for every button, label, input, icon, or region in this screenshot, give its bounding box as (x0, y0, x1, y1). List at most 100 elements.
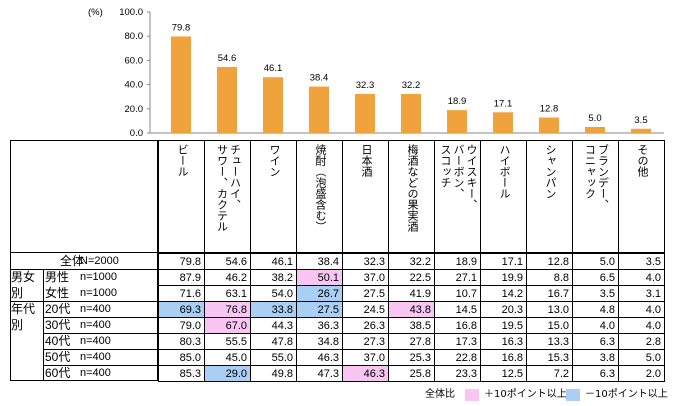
table-cell: 87.9 (158, 269, 205, 286)
row-separator (43, 317, 158, 318)
table-cell: 13.0 (526, 301, 573, 318)
table-cell: 55.5 (204, 333, 251, 350)
bar (171, 36, 191, 133)
table-cell: 46.3 (296, 349, 343, 366)
row-sample-size: N=2000 (80, 255, 119, 267)
table-cell: 45.0 (204, 349, 251, 366)
row-sample-size: n=400 (80, 335, 111, 347)
table-cell: 6.3 (572, 333, 619, 350)
table-cell: 12.8 (526, 253, 573, 270)
table-cell: 2.8 (618, 333, 665, 350)
legend-minus-swatch (566, 389, 580, 401)
y-tick-label: 100.0 (119, 7, 143, 18)
table-cell: 79.0 (158, 317, 205, 334)
legend-plus-swatch (465, 389, 479, 401)
table-cell: 27.1 (434, 269, 481, 286)
bar (631, 128, 651, 133)
table-cell: 6.3 (572, 365, 619, 382)
column-header: 梅酒などの果実酒 (388, 140, 435, 253)
table-cell: 15.3 (526, 349, 573, 366)
table-cell: 43.8 (388, 301, 435, 318)
table-cell: 16.8 (480, 349, 527, 366)
table-cell: 29.0 (204, 365, 251, 382)
table-cell: 69.3 (158, 301, 205, 318)
bar-value-label: 12.8 (540, 104, 559, 115)
table-cell: 27.5 (296, 301, 343, 318)
table-cell: 4.0 (618, 301, 665, 318)
table-cell: 16.8 (434, 317, 481, 334)
row-sample-size: n=1000 (80, 287, 118, 299)
table-cell: 80.3 (158, 333, 205, 350)
y-tick-label: 0.0 (130, 128, 143, 139)
table-cell: 22.8 (434, 349, 481, 366)
legend-plus-label: ＋10ポイント以上 (484, 389, 567, 400)
header-corner (10, 140, 158, 253)
table-cell: 19.5 (480, 317, 527, 334)
bar (585, 126, 605, 133)
column-header: チューハイ、 サワー、カクテル (204, 140, 251, 253)
row-sample-size: n=400 (80, 319, 111, 331)
table-cell: 26.3 (342, 317, 389, 334)
bar-value-label: 54.6 (218, 53, 237, 64)
table-cell: 4.0 (618, 269, 665, 286)
table-cell: 4.8 (572, 301, 619, 318)
column-header: シャンパン (526, 140, 573, 253)
table-cell: 38.5 (388, 317, 435, 334)
table-cell: 79.8 (158, 253, 205, 270)
row-sample-size: n=400 (80, 303, 111, 315)
table-cell: 5.0 (618, 349, 665, 366)
y-tick-label: 60.0 (125, 55, 144, 66)
table-cell: 14.2 (480, 285, 527, 302)
row-label: 全体 (60, 254, 85, 268)
column-header-line: スコッチ (439, 144, 451, 188)
bar-value-label: 18.9 (448, 96, 467, 107)
row-label: 30代 (45, 318, 71, 332)
table-cell: 17.1 (480, 253, 527, 270)
table-cell: 71.6 (158, 285, 205, 302)
table-cell: 7.2 (526, 365, 573, 382)
table-cell: 4.0 (618, 317, 665, 334)
row-separator (43, 349, 158, 350)
column-header-line: その他 (636, 144, 648, 177)
bar-value-label: 32.3 (356, 80, 375, 91)
column-header: 焼酎（泡盛含む） (296, 140, 343, 253)
group-divider (43, 269, 44, 381)
table-cell: 46.3 (342, 365, 389, 382)
bar (355, 93, 375, 133)
table-cell: 50.1 (296, 269, 343, 286)
table-cell: 32.3 (342, 253, 389, 270)
table-cell: 67.0 (204, 317, 251, 334)
row-group-label: 年代別 (11, 302, 36, 332)
table-cell: 41.9 (388, 285, 435, 302)
column-header: その他 (618, 140, 665, 253)
table-cell: 44.3 (250, 317, 297, 334)
column-header-line: コニャック (583, 144, 596, 199)
table-cell: 38.4 (296, 253, 343, 270)
table-cell: 46.1 (250, 253, 297, 270)
column-header: 日本酒 (342, 140, 389, 253)
row-separator (10, 301, 158, 302)
table-cell: 47.3 (296, 365, 343, 382)
table-cell: 10.7 (434, 285, 481, 302)
row-label: 男性 (45, 270, 70, 284)
table-cell: 16.7 (526, 285, 573, 302)
bar-value-label: 5.0 (588, 113, 601, 124)
bar-value-label: 32.2 (402, 80, 421, 91)
column-header: ハイボール (480, 140, 527, 253)
row-label: 50代 (45, 350, 71, 364)
bar (447, 110, 467, 133)
bar-value-label: 38.4 (310, 73, 329, 84)
bar (217, 66, 237, 133)
column-header-line: ウイスキー、 (465, 144, 477, 210)
table-cell: 16.3 (480, 333, 527, 350)
row-sample-size: n=400 (80, 367, 111, 379)
bar (309, 86, 329, 133)
table-cell: 20.3 (480, 301, 527, 318)
table-cell: 12.5 (480, 365, 527, 382)
table-cell: 5.0 (572, 253, 619, 270)
table-cell: 19.9 (480, 269, 527, 286)
column-header-line: サワー、カクテル (215, 144, 228, 232)
row-separator (43, 333, 158, 334)
table-cell: 22.5 (388, 269, 435, 286)
